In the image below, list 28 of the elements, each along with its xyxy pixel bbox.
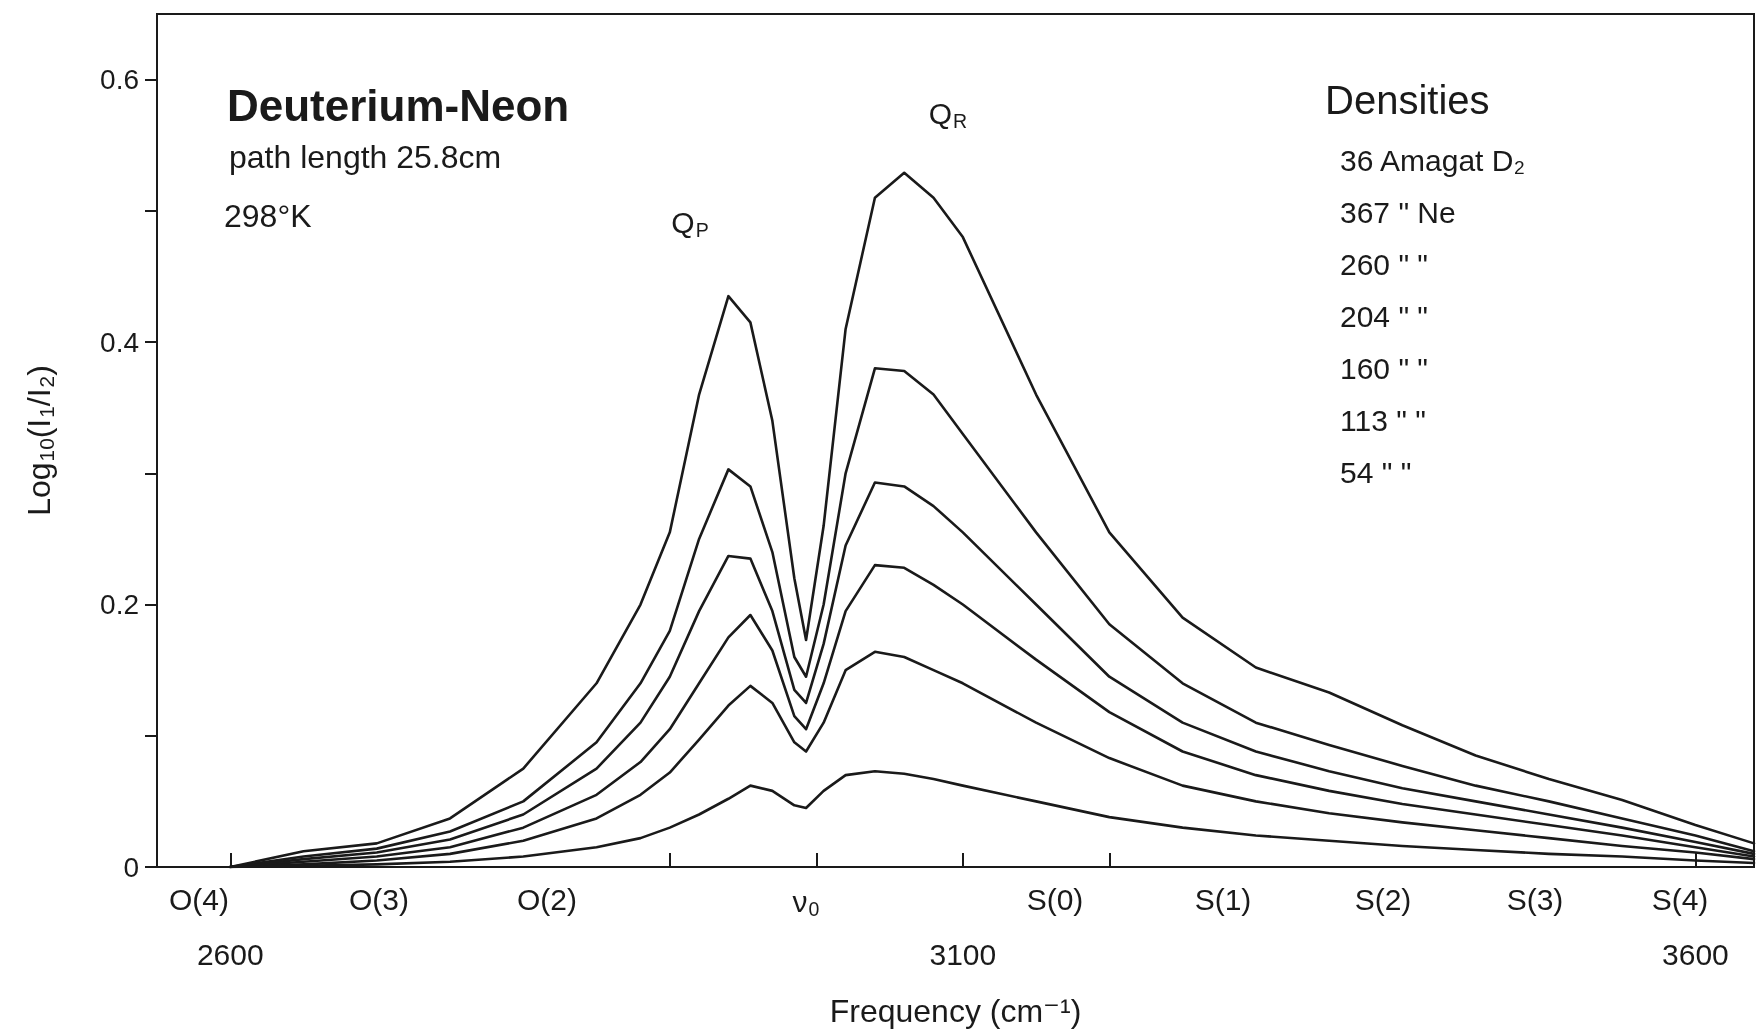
text: O(2) — [517, 882, 577, 916]
y-axis-title: Log10(I1/I2) — [20, 365, 58, 516]
y-tick-label: 0.6 — [100, 64, 139, 96]
annotation: 36 Amagat D₂ — [1340, 143, 1526, 177]
x-axis-title: Frequency (cm⁻¹) — [829, 993, 1082, 1029]
text: S(0) — [1026, 882, 1084, 916]
annotation: 260 " " — [1340, 247, 1429, 281]
annotation: 204 " " — [1340, 299, 1429, 333]
text: O(3) — [349, 882, 409, 916]
y-tick-label: 0.4 — [100, 326, 139, 358]
text: S(3) — [1506, 882, 1564, 916]
annotation: 160 " " — [1340, 351, 1429, 385]
annotation: Densities — [1325, 78, 1490, 122]
annotation: 113 " " — [1340, 403, 1426, 437]
text: O(4) — [169, 882, 229, 916]
text: path length 25.8cm — [229, 139, 502, 175]
y-tick-label: 0.2 — [100, 589, 139, 621]
x-tick-label: 3100 — [929, 937, 997, 971]
text: Deuterium-Neon — [227, 80, 570, 130]
text: S(2) — [1354, 882, 1412, 916]
annotation: 298°K — [224, 198, 312, 234]
x-tick-label: 2600 — [196, 937, 264, 971]
x-tick-label: 3600 — [1662, 937, 1729, 971]
annotation: 54 " " — [1340, 455, 1412, 489]
y-tick-label: 0 — [123, 851, 139, 883]
text: S(1) — [1194, 882, 1252, 916]
annotation: 367 " Ne — [1340, 195, 1456, 229]
text: S(4) — [1651, 882, 1709, 916]
